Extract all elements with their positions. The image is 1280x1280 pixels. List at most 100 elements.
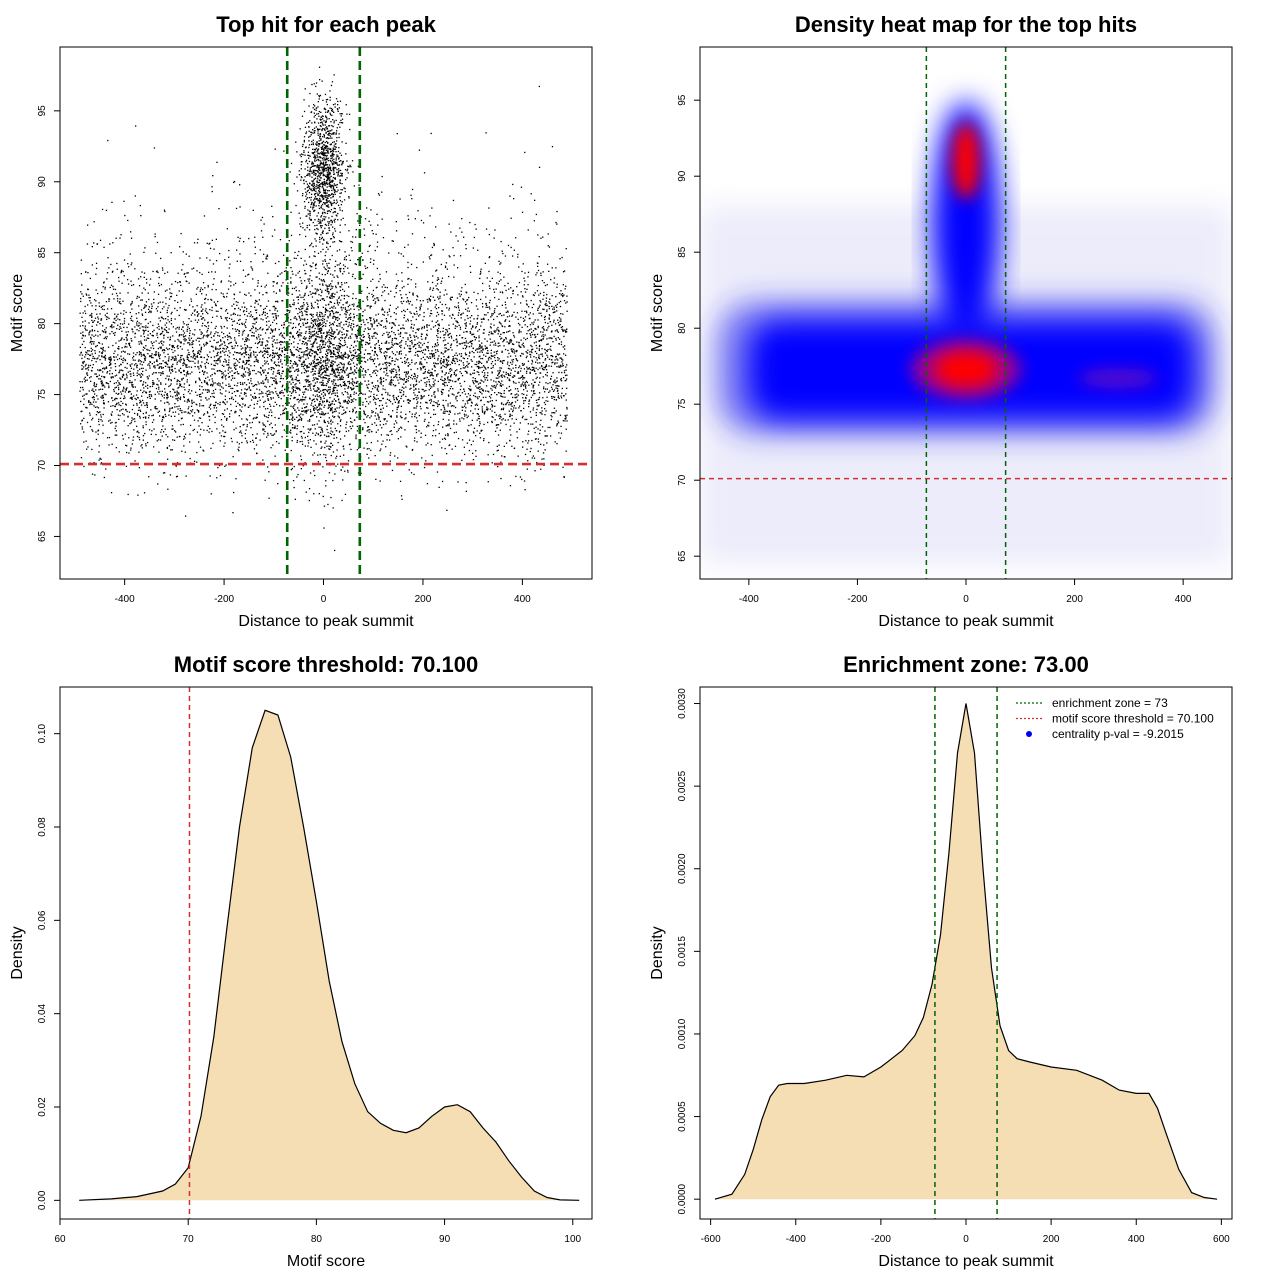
data-point bbox=[95, 262, 98, 264]
data-point bbox=[298, 334, 300, 336]
data-point bbox=[460, 385, 462, 387]
data-point bbox=[321, 123, 324, 125]
data-point bbox=[322, 248, 324, 251]
data-point bbox=[313, 358, 316, 360]
data-point bbox=[437, 423, 439, 426]
data-point bbox=[164, 324, 166, 326]
data-point bbox=[426, 402, 428, 404]
data-point bbox=[541, 327, 543, 329]
data-point bbox=[127, 263, 129, 265]
data-point bbox=[566, 406, 568, 409]
data-point bbox=[500, 403, 503, 405]
data-point bbox=[420, 369, 422, 371]
data-point bbox=[512, 410, 514, 413]
data-point bbox=[85, 440, 87, 442]
data-point bbox=[262, 372, 265, 374]
data-point bbox=[476, 413, 478, 415]
data-point bbox=[276, 310, 279, 312]
data-point bbox=[523, 393, 525, 396]
data-point bbox=[212, 414, 214, 416]
data-point bbox=[362, 336, 365, 338]
data-point bbox=[215, 238, 217, 240]
data-point bbox=[543, 329, 545, 331]
data-point bbox=[145, 327, 147, 329]
data-point bbox=[490, 341, 492, 344]
data-point bbox=[392, 360, 394, 362]
data-point bbox=[320, 171, 322, 173]
data-point bbox=[408, 277, 410, 280]
data-point bbox=[235, 411, 237, 413]
data-point bbox=[326, 335, 328, 337]
data-point bbox=[321, 203, 324, 206]
data-point bbox=[322, 361, 324, 363]
data-point bbox=[320, 200, 322, 202]
data-point bbox=[189, 457, 191, 460]
data-point bbox=[379, 480, 381, 482]
data-point bbox=[335, 348, 338, 350]
data-point bbox=[158, 367, 160, 369]
data-point bbox=[254, 302, 256, 304]
data-point bbox=[429, 299, 432, 301]
data-point bbox=[292, 480, 295, 482]
data-point bbox=[389, 460, 391, 462]
data-point bbox=[209, 247, 212, 250]
data-point bbox=[293, 302, 295, 304]
data-point bbox=[338, 323, 340, 325]
data-point bbox=[300, 155, 302, 158]
data-point bbox=[175, 331, 178, 333]
data-point bbox=[325, 485, 327, 487]
data-point bbox=[314, 339, 316, 341]
data-point bbox=[496, 315, 498, 318]
data-point bbox=[357, 324, 359, 326]
data-point bbox=[163, 209, 166, 211]
data-point bbox=[287, 365, 289, 367]
data-point bbox=[328, 448, 330, 450]
data-point bbox=[334, 379, 336, 381]
data-point bbox=[435, 429, 437, 431]
data-point bbox=[97, 398, 99, 400]
data-point bbox=[537, 357, 540, 359]
data-point bbox=[170, 383, 172, 385]
data-point bbox=[326, 195, 328, 197]
data-point bbox=[506, 401, 508, 404]
data-point bbox=[80, 300, 82, 303]
data-point bbox=[307, 357, 309, 359]
data-point bbox=[345, 369, 347, 371]
data-point bbox=[324, 442, 326, 444]
data-point bbox=[248, 363, 250, 366]
data-point bbox=[368, 390, 370, 392]
data-point bbox=[524, 151, 526, 154]
data-point bbox=[200, 287, 202, 289]
data-point bbox=[338, 331, 340, 333]
data-point bbox=[404, 362, 406, 365]
data-point bbox=[328, 164, 331, 166]
data-point bbox=[328, 284, 330, 286]
data-point bbox=[214, 382, 216, 384]
data-point bbox=[503, 332, 505, 334]
data-point bbox=[187, 398, 190, 400]
data-point bbox=[352, 380, 354, 382]
data-point bbox=[513, 405, 515, 407]
data-point bbox=[278, 355, 280, 357]
data-point bbox=[291, 467, 293, 470]
data-point bbox=[197, 319, 200, 321]
data-point bbox=[476, 381, 479, 383]
data-point bbox=[135, 363, 137, 365]
data-point bbox=[385, 318, 387, 320]
data-point bbox=[265, 416, 268, 418]
data-point bbox=[299, 441, 301, 443]
data-point bbox=[86, 329, 88, 331]
data-point bbox=[337, 189, 339, 191]
data-point bbox=[167, 436, 169, 438]
data-point bbox=[549, 302, 551, 304]
data-point bbox=[108, 436, 111, 439]
data-point bbox=[164, 388, 166, 390]
data-point bbox=[297, 296, 299, 298]
data-point bbox=[328, 379, 330, 381]
data-point bbox=[331, 180, 333, 182]
data-point bbox=[293, 465, 295, 468]
data-point bbox=[439, 297, 441, 299]
data-point bbox=[284, 349, 286, 351]
data-point bbox=[141, 444, 143, 446]
data-point bbox=[139, 380, 141, 382]
